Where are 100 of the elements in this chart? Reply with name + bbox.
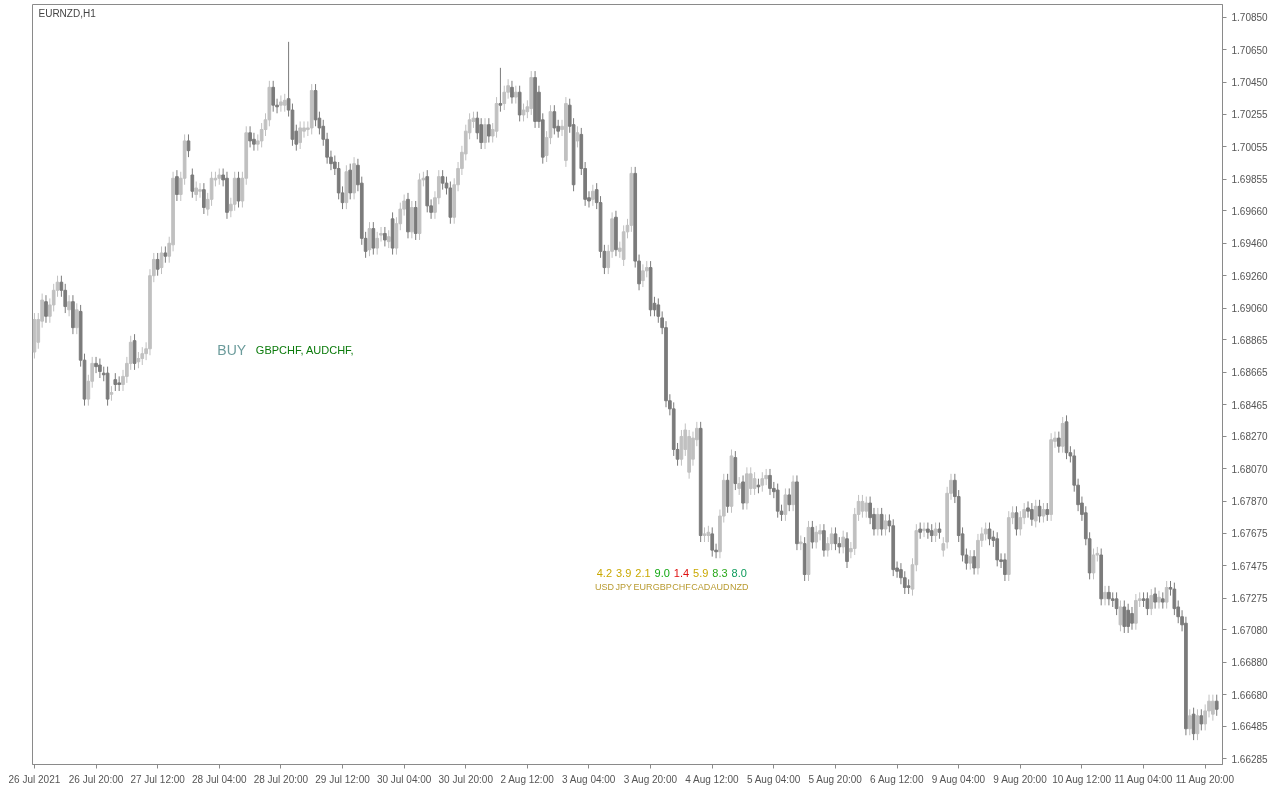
annotation: USD — [594, 581, 615, 592]
candlestick — [787, 487, 792, 512]
candlestick — [1103, 585, 1107, 606]
y-tick-label: 1.67870 — [1231, 496, 1269, 508]
candlestick — [1033, 499, 1038, 528]
annotation: CAD — [691, 581, 711, 592]
y-tick-label: 1.68865 — [1231, 334, 1269, 346]
annotation: 5.9 — [693, 566, 709, 579]
candlestick — [186, 133, 191, 158]
x-tick-label: 5 Aug 20:00 — [808, 773, 863, 785]
candlestick — [791, 474, 795, 512]
x-tick-label: 11 Aug 04:00 — [1114, 773, 1173, 785]
x-tick-label: 29 Jul 12:00 — [315, 773, 371, 785]
y-tick-label: 1.68270 — [1231, 431, 1269, 443]
candlestick — [44, 294, 48, 324]
y-tick-label: 1.69260 — [1231, 270, 1269, 282]
y-tick-label: 1.69460 — [1231, 238, 1269, 250]
candlestick — [860, 494, 865, 519]
candlestick — [1187, 708, 1192, 736]
y-tick-label: 1.70255 — [1231, 109, 1269, 121]
candlestick — [74, 302, 79, 335]
candlestick — [94, 356, 98, 374]
candlestick — [279, 94, 283, 113]
candlestick — [298, 120, 302, 150]
annotation: 2.1 — [635, 566, 651, 579]
candlestick — [440, 169, 445, 191]
y-tick-label: 1.68070 — [1231, 463, 1269, 475]
candlestick — [1195, 708, 1200, 741]
candlestick — [1130, 606, 1134, 631]
candlestick — [510, 80, 514, 105]
annotation: 9.0 — [654, 566, 670, 579]
y-tick-label: 1.70850 — [1231, 12, 1269, 24]
y-tick-label: 1.70650 — [1231, 44, 1269, 56]
candlestick — [1122, 599, 1127, 634]
candlestick — [1126, 603, 1130, 634]
annotation: GBP — [652, 581, 672, 592]
annotation: NZD — [729, 581, 749, 592]
candlestick — [922, 522, 926, 538]
annotation: CHF — [672, 581, 692, 592]
candlestick — [641, 263, 645, 288]
y-tick-label: 1.67675 — [1231, 528, 1269, 540]
candlestick — [879, 507, 884, 537]
annotation: 1.4 — [673, 566, 690, 579]
candlestick — [475, 111, 480, 140]
x-tick-label: 5 Aug 04:00 — [746, 773, 801, 785]
x-tick-label: 28 Jul 04:00 — [192, 773, 247, 785]
candlestick — [1199, 708, 1204, 731]
annotation: BUY — [217, 341, 247, 358]
candlestick — [67, 294, 71, 317]
y-tick-label: 1.66485 — [1231, 721, 1269, 733]
y-tick-label: 1.66680 — [1231, 689, 1269, 701]
candlestick — [768, 468, 772, 496]
candlestick — [1157, 590, 1161, 610]
candlestick — [194, 181, 199, 202]
candlestick — [822, 523, 826, 558]
candlestick — [271, 80, 276, 113]
candlestick — [1030, 502, 1034, 527]
candlestick — [483, 117, 487, 150]
annotation: AUD — [710, 581, 730, 592]
x-tick-label: 9 Aug 04:00 — [931, 773, 986, 785]
candlestick — [1003, 552, 1007, 582]
annotation: 4.2 — [596, 566, 613, 579]
candlestick — [190, 168, 195, 199]
candlestick — [864, 496, 869, 519]
candlestick — [1153, 586, 1157, 610]
x-tick-label: 6 Aug 12:00 — [870, 773, 924, 785]
candlestick — [1107, 585, 1111, 606]
y-tick-label: 1.67080 — [1231, 624, 1269, 636]
x-tick-label: 10 Aug 12:00 — [1052, 773, 1112, 785]
candlestick — [375, 231, 380, 256]
annotation: 8.0 — [731, 566, 747, 579]
annotation: GBPCHF, AUDCHF, — [255, 343, 354, 356]
x-tick-label: 26 Jul 20:00 — [68, 773, 124, 785]
candlestick — [371, 221, 376, 256]
annotation: JPY — [615, 581, 632, 592]
candlestick — [1018, 510, 1023, 537]
y-tick-label: 1.66285 — [1231, 753, 1269, 765]
candlestick — [926, 522, 930, 540]
candlestick — [487, 117, 491, 144]
candlestick — [1060, 416, 1065, 454]
candlestick — [590, 184, 595, 207]
candlestick — [552, 104, 557, 135]
x-tick-label: 30 Jul 20:00 — [438, 773, 494, 785]
y-tick-label: 1.67475 — [1231, 560, 1269, 572]
candlestick — [679, 429, 684, 467]
x-tick-label: 11 Aug 20:00 — [1175, 773, 1235, 785]
candlestick — [741, 474, 745, 511]
candlestick — [1211, 694, 1215, 722]
y-tick-label: 1.66880 — [1231, 657, 1269, 669]
y-tick-label: 1.69855 — [1231, 174, 1269, 186]
candlestick — [367, 221, 372, 257]
candlestick — [1037, 499, 1042, 524]
x-tick-label: 4 Aug 12:00 — [685, 773, 740, 785]
x-tick-label: 9 Aug 20:00 — [993, 773, 1048, 785]
candlestick — [814, 525, 819, 550]
candlestick — [995, 531, 1000, 567]
x-tick-label: 30 Jul 04:00 — [376, 773, 432, 785]
candlestick — [98, 358, 102, 379]
candlestick — [875, 507, 880, 537]
x-tick-label: 3 Aug 20:00 — [623, 773, 678, 785]
